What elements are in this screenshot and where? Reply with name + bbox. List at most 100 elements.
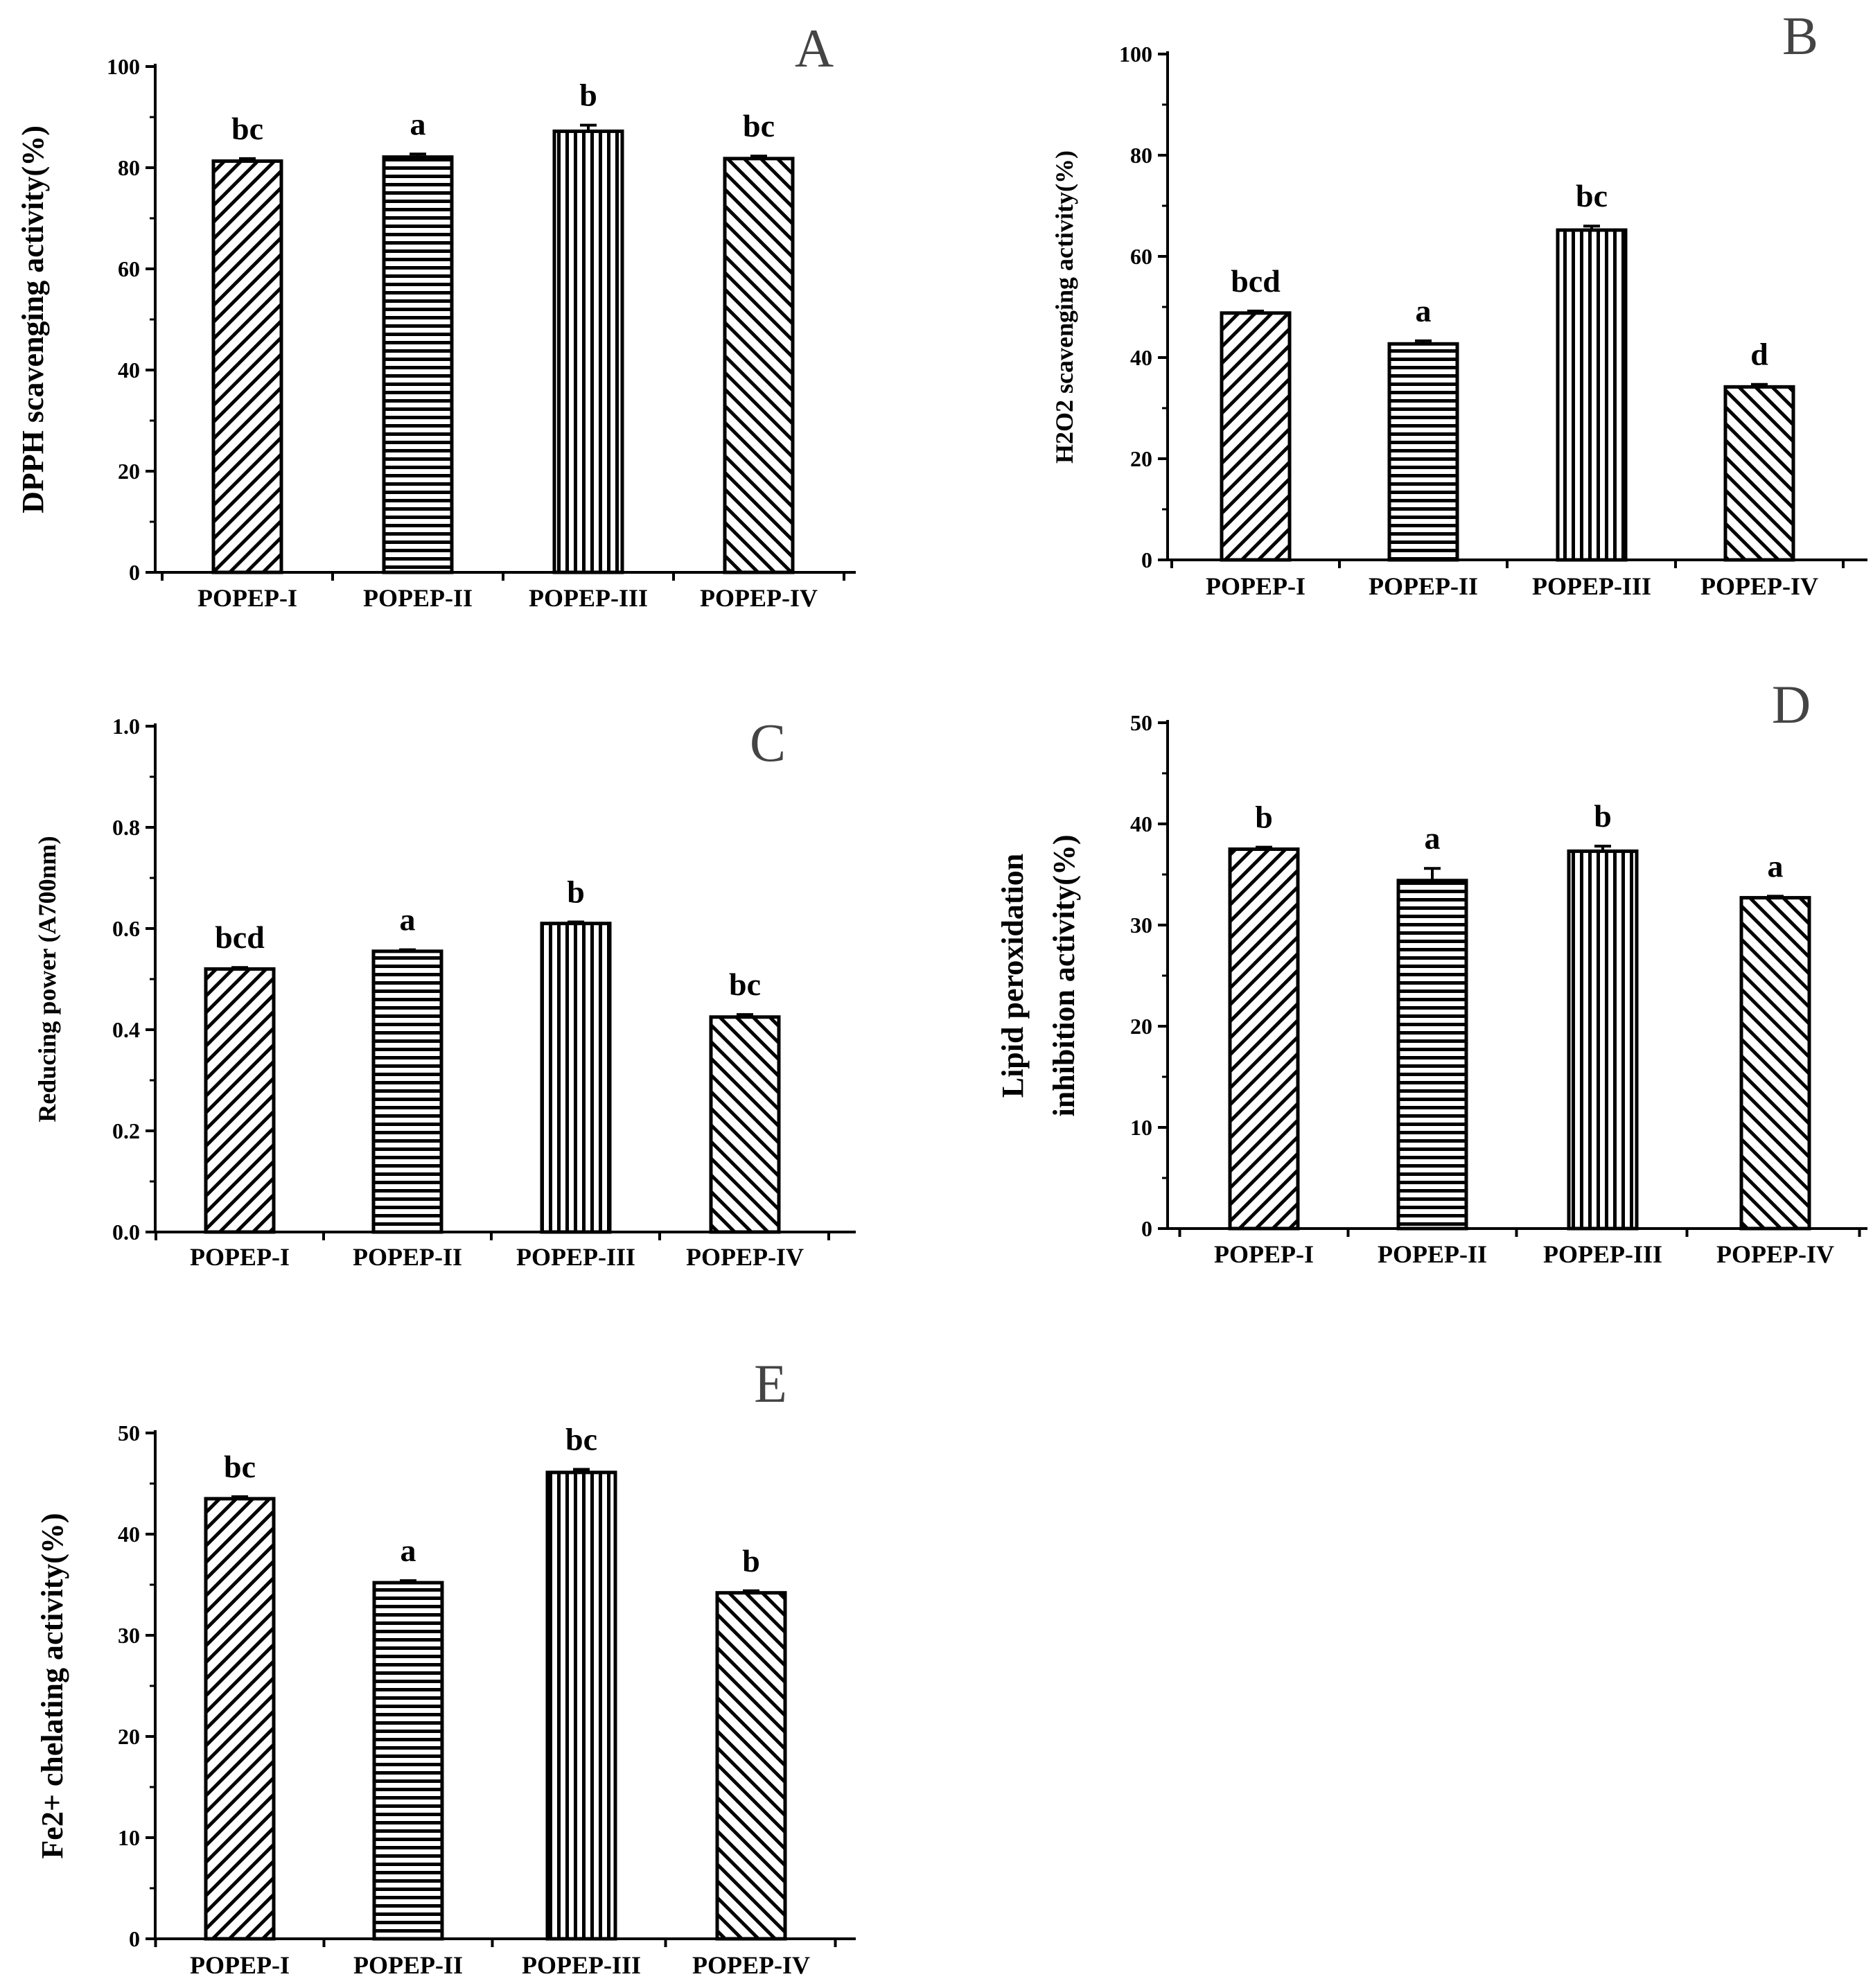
significance-label: bcd: [215, 920, 265, 955]
significance-label: a: [401, 1533, 416, 1568]
bar-popep-ii: [1387, 342, 1459, 562]
y-axis-title: Fe2+ chelating activity(%): [35, 1513, 69, 1858]
y-tick-label: 80: [118, 155, 140, 180]
y-tick-label: 0: [129, 1926, 140, 1951]
y-tick-label: 30: [1130, 913, 1152, 938]
y-tick-label: 40: [118, 358, 140, 382]
category-label: POPEP-I: [190, 1951, 290, 1979]
y-axis-title-line2: inhibition activity(%): [1047, 834, 1081, 1116]
chart-panel-e: 0 10 20 30 40 50 bc POPEP-I a POPEP-II bc POPEP-III…: [35, 1353, 856, 1979]
category-label: POPEP-IV: [1700, 572, 1818, 600]
bar-popep-iii: [1567, 849, 1639, 1231]
y-tick-label: 80: [1130, 143, 1152, 168]
y-tick-label: 0.2: [112, 1118, 140, 1143]
category-label: POPEP-III: [529, 584, 648, 612]
y-tick-label: 40: [1130, 345, 1152, 370]
y-tick-label: 0.6: [112, 916, 140, 941]
bar-popep-iv: [715, 1591, 787, 1941]
bar-popep-iii: [540, 922, 612, 1234]
y-tick-label: 40: [1130, 811, 1152, 836]
y-tick-label: 60: [1130, 244, 1152, 269]
y-tick-label: 20: [118, 459, 140, 484]
category-label: POPEP-IV: [686, 1243, 804, 1271]
panel-letter: E: [754, 1353, 787, 1414]
bar-popep-i: [204, 1497, 276, 1941]
chart-panel-a: 0 20 40 60 80 100 bc POPEP-I a POPEP-II b POPEP-III…: [16, 18, 856, 612]
y-tick-label: 0.0: [112, 1220, 140, 1244]
category-label: POPEP-II: [353, 1243, 462, 1271]
significance-label: bcd: [1231, 263, 1281, 299]
bar-popep-iii: [552, 129, 624, 574]
significance-label: b: [579, 78, 597, 113]
category-label: POPEP-I: [1214, 1240, 1314, 1268]
category-label: POPEP-III: [1543, 1240, 1662, 1268]
y-tick-label: 50: [118, 1420, 140, 1445]
chart-panel-d: 0 10 20 30 40 50 b POPEP-I a POPEP-II b POPEP-III a P…: [996, 674, 1867, 1268]
y-tick-label: 10: [118, 1825, 140, 1850]
y-tick-label: 100: [1119, 42, 1152, 67]
y-tick-label: 50: [1130, 710, 1152, 735]
panel-letter: B: [1782, 6, 1818, 66]
significance-label: b: [1594, 798, 1612, 834]
panel-letter: C: [750, 712, 786, 773]
y-axis-title: Lipid peroxidation: [996, 854, 1030, 1098]
bar-popep-iv: [1723, 385, 1795, 562]
y-tick-label: 1.0: [112, 714, 140, 739]
bar-popep-ii: [372, 1581, 444, 1941]
category-label: POPEP-III: [522, 1951, 641, 1979]
panel-letter: A: [795, 18, 834, 78]
y-tick-label: 60: [118, 256, 140, 281]
significance-label: bc: [231, 111, 263, 146]
y-tick-label: 10: [1130, 1115, 1152, 1140]
significance-label: b: [1255, 800, 1273, 835]
significance-label: bc: [224, 1449, 256, 1484]
significance-label: b: [742, 1543, 760, 1578]
chart-panel-b: 0 20 40 60 80 100 bcd POPEP-I a POPEP-II bc POPEP-I…: [1050, 6, 1867, 600]
y-axis-title: Reducing power (A700nm): [33, 836, 61, 1122]
significance-label: bc: [1576, 178, 1608, 213]
bar-popep-iii: [545, 1470, 617, 1941]
y-tick-label: 20: [1130, 446, 1152, 471]
y-tick-label: 40: [118, 1522, 140, 1547]
y-tick-label: 0.4: [112, 1017, 140, 1042]
bar-popep-ii: [371, 949, 443, 1234]
significance-label: d: [1750, 337, 1768, 372]
category-label: POPEP-I: [190, 1243, 290, 1271]
significance-label: b: [567, 874, 585, 910]
bar-popep-iv: [709, 1015, 781, 1234]
significance-label: a: [410, 106, 426, 141]
bar-popep-iii: [1556, 228, 1628, 562]
y-axis-title: DPPH scavenging activity(%): [16, 125, 50, 513]
significance-label: a: [1768, 848, 1784, 883]
significance-label: a: [1416, 293, 1432, 328]
y-tick-label: 0: [1141, 1216, 1152, 1241]
category-label: POPEP-IV: [1716, 1240, 1834, 1268]
bar-popep-i: [211, 159, 283, 574]
y-tick-label: 20: [1130, 1014, 1152, 1039]
panel-letter: D: [1772, 674, 1811, 734]
category-label: POPEP-III: [516, 1243, 635, 1271]
significance-label: a: [400, 902, 416, 938]
category-label: POPEP-III: [1532, 572, 1651, 600]
category-label: POPEP-II: [353, 1951, 463, 1979]
bar-popep-ii: [1396, 879, 1468, 1231]
significance-label: bc: [729, 967, 761, 1002]
significance-label: a: [1425, 820, 1441, 856]
category-label: POPEP-II: [363, 584, 473, 612]
significance-label: bc: [565, 1422, 597, 1457]
category-label: POPEP-I: [1206, 572, 1305, 600]
bar-popep-i: [1228, 847, 1300, 1231]
bar-popep-i: [204, 967, 276, 1234]
significance-label: bc: [743, 108, 775, 143]
category-label: POPEP-IV: [692, 1951, 810, 1979]
category-label: POPEP-I: [197, 584, 297, 612]
category-label: POPEP-II: [1369, 572, 1478, 600]
y-tick-label: 30: [118, 1623, 140, 1648]
y-tick-label: 0: [129, 560, 140, 585]
category-label: POPEP-IV: [700, 584, 818, 612]
bar-popep-iv: [1739, 896, 1811, 1231]
bar-popep-iv: [723, 157, 795, 574]
bar-popep-ii: [382, 155, 454, 574]
bar-popep-i: [1220, 311, 1292, 562]
